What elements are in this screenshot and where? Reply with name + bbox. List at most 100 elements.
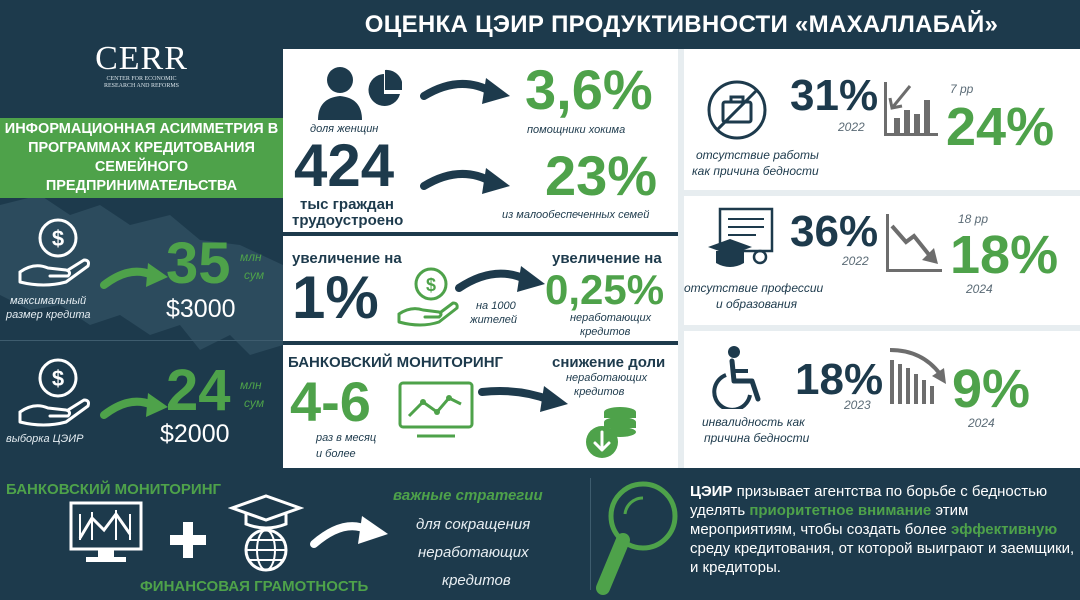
women-helpers-percent: 3,6% <box>525 58 653 121</box>
left-divider <box>0 340 283 341</box>
women-helpers-caption: помощники хокима <box>527 124 626 136</box>
increase-left-title: увеличение на <box>292 250 402 267</box>
per-thousand-1: на 1000 <box>476 300 516 312</box>
no-work-label-2: как причина бедности <box>692 164 819 178</box>
no-education-to-year: 2024 <box>966 282 993 296</box>
monitoring-right-title: снижение доли <box>552 354 666 371</box>
cta-text-1: призывает агентства по борьбе с бедность… <box>690 483 1048 519</box>
sample-loan-caption: выборка ЦЭИР <box>6 433 84 445</box>
sample-loan-value: 24 <box>166 358 231 423</box>
arrow-right-icon <box>100 393 168 419</box>
monitoring-right-caption-2: кредитов <box>574 386 625 398</box>
no-education-delta: 18 pp <box>958 212 989 226</box>
disability-from-value: 18% <box>795 355 884 404</box>
no-education-label-1: отсутствие профессии <box>684 281 824 295</box>
coins-down-icon <box>586 407 636 458</box>
no-work-icon <box>707 80 767 140</box>
logo-text: CERR <box>95 40 188 77</box>
down-trend-line-icon <box>886 214 942 272</box>
svg-text:$: $ <box>52 366 64 391</box>
plus-icon <box>170 522 206 558</box>
declining-bars-icon <box>889 348 946 404</box>
employed-label-2: трудоустроено <box>292 212 404 229</box>
no-work-from-year: 2022 <box>838 120 865 134</box>
arrow-right-icon <box>310 516 388 548</box>
diploma-graduation-icon <box>708 207 774 267</box>
max-loan-value: 35 <box>166 231 231 296</box>
right-divider <box>684 325 1080 331</box>
monitoring-caption-1: раз в месяц <box>316 432 377 444</box>
page-title: ОЦЕНКА ЦЭИР ПРОДУКТИВНОСТИ «МАХАЛЛАБАЙ» <box>283 0 1080 49</box>
hand-coin-icon: $ <box>18 218 90 287</box>
max-loan-caption-1: максимальный <box>10 295 87 307</box>
monitoring-right-caption-1: неработающих <box>566 372 648 384</box>
section-divider <box>283 232 680 236</box>
no-education-from-value: 36% <box>790 207 879 256</box>
woman-chart-icon <box>318 67 402 120</box>
sample-loan-unit-bottom: сум <box>244 396 265 410</box>
increase-right-caption-1: неработающих <box>570 312 652 324</box>
women-share-label: доля женщин <box>310 123 379 135</box>
right-divider <box>684 190 1080 196</box>
svg-text:$: $ <box>426 275 436 295</box>
monitoring-title: БАНКОВСКИЙ МОНИТОРИНГ <box>288 354 504 371</box>
increase-right-title: увеличение на <box>552 250 662 267</box>
strategies-line-3: кредитов <box>442 572 511 589</box>
strategies-line-1: для сокращения <box>416 516 531 533</box>
employed-label-1: тыс граждан <box>300 196 394 213</box>
bottom-literacy-title: ФИНАНСОВАЯ ГРАМОТНОСТЬ <box>140 578 369 595</box>
sample-loan-unit-top: млн <box>240 378 262 392</box>
sample-loan-usd: $2000 <box>160 420 230 448</box>
strategies-line-2: неработающих <box>418 544 529 561</box>
poor-families-percent: 23% <box>545 144 658 207</box>
cta-highlight-1: приоритетное внимание <box>749 502 932 519</box>
left-panel: CERR CENTER FOR ECONOMIC RESEARCH AND RE… <box>0 0 283 468</box>
down-trend-chart-icon <box>884 82 938 136</box>
arrow-right-icon <box>478 386 568 412</box>
no-education-to-value: 18% <box>950 225 1059 285</box>
monitor-graph-icon <box>69 501 143 562</box>
column-divider <box>678 49 684 468</box>
logo-subtitle-1: CENTER FOR ECONOMIC <box>106 76 177 82</box>
cerr-logo: CERR CENTER FOR ECONOMIC RESEARCH AND RE… <box>0 42 283 90</box>
no-work-label-1: отсутствие работы <box>696 148 819 162</box>
disability-to-value: 9% <box>952 359 1031 419</box>
employed-value: 424 <box>294 132 395 199</box>
monitoring-value: 4-6 <box>290 370 371 433</box>
section-divider <box>283 341 680 345</box>
graduation-globe-icon <box>228 494 304 572</box>
arrow-right-icon <box>455 266 545 292</box>
arrow-right-icon <box>100 263 168 289</box>
bottom-divider <box>590 478 591 590</box>
hand-coin-icon: $ <box>397 267 459 327</box>
monitoring-caption-2: и более <box>316 448 356 460</box>
svg-text:$: $ <box>52 226 64 251</box>
wheelchair-icon <box>712 346 761 409</box>
left-banner-title: ИНФОРМАЦИОННАЯ АСИММЕТРИЯ В ПРОГРАММАХ К… <box>0 118 283 198</box>
increase-left-value: 1% <box>292 264 379 331</box>
per-thousand-2: жителей <box>470 314 518 326</box>
cta-highlight-2: эффективную <box>950 521 1058 538</box>
arrow-right-icon <box>420 168 510 194</box>
bottom-panel <box>0 468 1080 600</box>
magnifier-icon <box>596 481 678 595</box>
cta-text-3: среду кредитования, от которой выиграют … <box>690 540 1075 576</box>
max-loan-caption-2: размер кредита <box>6 309 91 321</box>
arrow-right-icon <box>420 78 510 104</box>
no-work-to-value: 24% <box>946 97 1055 157</box>
increase-right-value: 0,25% <box>545 266 665 313</box>
disability-to-year: 2024 <box>968 416 995 430</box>
monitor-chart-icon <box>398 381 474 438</box>
disability-label-2: причина бедности <box>704 431 810 445</box>
cta-text-2: этим мероприятиям, чтобы создать более <box>690 502 969 538</box>
no-education-label-2: и образования <box>716 297 797 311</box>
no-work-delta: 7 pp <box>950 82 974 96</box>
max-loan-unit-bottom: сум <box>244 268 265 282</box>
bottom-monitoring-title: БАНКОВСКИЙ МОНИТОРИНГ <box>6 481 222 498</box>
disability-from-year: 2023 <box>844 398 871 412</box>
cerr-call-to-action: ЦЭИР призывает агентства по борьбе с бед… <box>690 482 1075 577</box>
logo-subtitle-2: RESEARCH AND REFORMS <box>103 83 180 89</box>
max-loan-unit-top: млн <box>240 250 262 264</box>
strategies-title: важные стратегии <box>393 487 543 504</box>
no-work-from-value: 31% <box>790 71 879 120</box>
